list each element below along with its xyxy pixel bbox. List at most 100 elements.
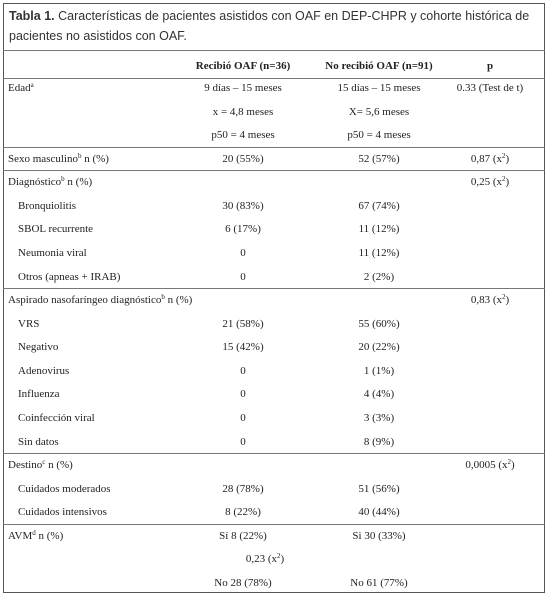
cell: p50 = 4 meses bbox=[211, 129, 275, 142]
p-value: 0,87 (x2) bbox=[400, 152, 548, 166]
sub-row-label: Cuidados intensivos bbox=[18, 506, 107, 519]
text-part: n (%) bbox=[45, 459, 73, 472]
text-part: ) bbox=[505, 176, 510, 189]
sub-row-label: Negativo bbox=[18, 341, 59, 354]
text-part: Aspirado nasofaríngeo diagnóstico bbox=[8, 294, 162, 307]
row-separator bbox=[3, 288, 545, 290]
cell: 0 bbox=[240, 364, 246, 377]
cell: p50 = 4 meses bbox=[347, 129, 411, 142]
text-part: 0,23 (x bbox=[245, 553, 277, 566]
text-part: Destino bbox=[8, 459, 43, 472]
text-part: n (%) bbox=[64, 176, 93, 189]
superscript: a bbox=[30, 81, 34, 89]
text-part: 0,83 (x bbox=[470, 294, 502, 307]
p-value: 0,83 (x2) bbox=[400, 293, 548, 307]
cell: 2 (2%) bbox=[363, 270, 395, 283]
cell: No 61 (77%) bbox=[350, 576, 408, 589]
superscript: 2 bbox=[502, 293, 506, 302]
text-part: 0,0005 (x bbox=[465, 459, 508, 472]
cell: 40 (44%) bbox=[358, 506, 400, 519]
caption: Tabla 1. Características de pacientes as… bbox=[9, 6, 534, 46]
cell: x = 4,8 meses bbox=[212, 105, 274, 118]
superscript: b bbox=[77, 151, 82, 160]
text-part: Edad bbox=[8, 82, 31, 94]
cell: 1 (1%) bbox=[363, 364, 395, 377]
cell: 51 (56%) bbox=[358, 482, 400, 495]
row-label: Edada bbox=[8, 81, 34, 95]
cell: X= 5,6 meses bbox=[348, 105, 410, 118]
text-part: Diagnóstico bbox=[8, 176, 62, 189]
superscript: 2 bbox=[502, 175, 506, 184]
row-label: Destinoc n (%) bbox=[8, 458, 73, 472]
column-header: Recibió OAF (n=36) bbox=[195, 60, 291, 72]
cell: 15 días – 15 meses bbox=[337, 82, 421, 94]
row-separator bbox=[3, 78, 545, 79]
p-value: 0.33 (Test de t) bbox=[456, 82, 524, 94]
text-part: n (%) bbox=[81, 152, 109, 165]
cell: 30 (83%) bbox=[222, 199, 264, 212]
row-separator bbox=[3, 453, 545, 455]
superscript: b bbox=[61, 175, 65, 184]
superscript: 2 bbox=[277, 552, 281, 561]
superscript: b bbox=[161, 293, 165, 302]
cell: 0 bbox=[240, 270, 246, 283]
column-header: p bbox=[486, 60, 494, 72]
sub-row-label: SBOL recurrente bbox=[18, 223, 94, 236]
text-part: Sexo masculino bbox=[8, 152, 78, 165]
text-part: 0,87 (x bbox=[470, 152, 502, 165]
cell: 6 (17%) bbox=[225, 223, 261, 236]
text-part: 0,25 (x bbox=[470, 176, 502, 189]
cell: 20 (22%) bbox=[358, 341, 400, 354]
superscript: d bbox=[32, 528, 36, 537]
cell: 15 (42%) bbox=[222, 341, 264, 354]
sub-row-label: Coinfección viral bbox=[18, 411, 95, 424]
text-part: n (%) bbox=[35, 529, 64, 542]
row-label: Aspirado nasofaríngeo diagnósticob n (%) bbox=[8, 293, 192, 307]
table-frame bbox=[3, 3, 545, 593]
row-label: AVMd n (%) bbox=[8, 529, 63, 543]
p-value: 0,25 (x2) bbox=[400, 175, 548, 189]
cell: 67 (74%) bbox=[358, 199, 400, 212]
sub-row-label: Bronquiolitis bbox=[18, 199, 77, 212]
text-part: AVM bbox=[8, 529, 33, 542]
row-separator bbox=[3, 524, 545, 526]
cell: 20 (55%) bbox=[222, 152, 264, 165]
sub-row-label: Sin datos bbox=[18, 435, 59, 448]
text-part: ) bbox=[505, 294, 510, 307]
row-separator bbox=[3, 50, 545, 51]
caption-text: Características de pacientes asistidos c… bbox=[9, 9, 530, 43]
cell: 0 bbox=[240, 411, 246, 424]
sub-row-label: Adenovirus bbox=[18, 364, 70, 377]
sub-row-label: Neumonia viral bbox=[18, 246, 87, 259]
caption-label: Tabla 1. bbox=[9, 9, 55, 23]
text-part: ) bbox=[505, 152, 510, 165]
sub-row-label: Cuidados moderados bbox=[18, 482, 111, 495]
cell: 11 (12%) bbox=[358, 246, 400, 259]
cell: 52 (57%) bbox=[358, 152, 400, 165]
row-separator bbox=[3, 170, 545, 172]
cell: 9 días – 15 meses bbox=[204, 82, 282, 94]
cell: 0 bbox=[240, 435, 246, 448]
cell: Sí 8 (22%) bbox=[219, 529, 267, 542]
cell: 0 bbox=[240, 246, 246, 259]
cell: Si 30 (33%) bbox=[352, 529, 406, 542]
cell: 8 (22%) bbox=[225, 506, 261, 519]
row-label: Diagnósticob n (%) bbox=[8, 175, 92, 189]
cell: 21 (58%) bbox=[222, 317, 264, 330]
row-separator bbox=[3, 146, 545, 148]
row-label: Sexo masculinob n (%) bbox=[8, 152, 109, 166]
cell: 55 (60%) bbox=[358, 317, 400, 330]
text-part: n (%) bbox=[164, 294, 193, 307]
cell: 11 (12%) bbox=[358, 223, 400, 236]
sub-row-label: Otros (apneas + IRAB) bbox=[18, 270, 121, 283]
column-header: No recibió OAF (n=91) bbox=[325, 60, 433, 72]
text-part: ) bbox=[280, 553, 285, 566]
superscript: 2 bbox=[502, 151, 506, 160]
cell: 0 bbox=[240, 388, 246, 401]
superscript: c bbox=[42, 458, 46, 467]
p-value: 0,0005 (x2) bbox=[400, 458, 548, 472]
cell: 8 (9%) bbox=[363, 435, 395, 448]
cell: 28 (78%) bbox=[222, 482, 264, 495]
p-value: 0,23 (x2) bbox=[175, 552, 355, 566]
